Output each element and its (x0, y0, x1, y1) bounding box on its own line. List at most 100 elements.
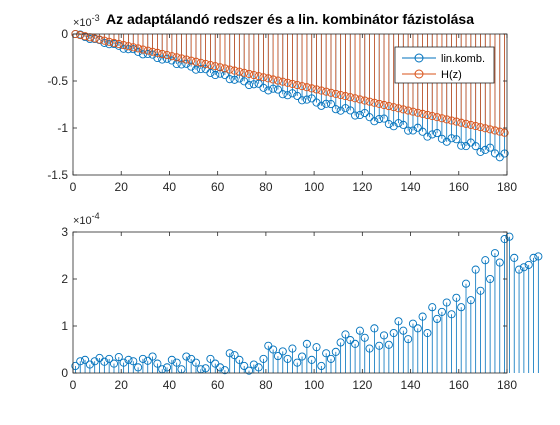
top-exponent-power: -3 (92, 13, 100, 23)
top-exponent-label: ×10-3 (73, 13, 100, 29)
top-series2-point (119, 41, 128, 50)
top-series1-point (153, 53, 162, 63)
top-series2-point (447, 116, 456, 125)
top-series2-point (351, 94, 360, 103)
bottom-series1-point (322, 349, 331, 358)
top-series2-point (326, 88, 336, 97)
bottom-series1-point (355, 326, 364, 335)
top-series2-point (167, 52, 176, 61)
top-series2-point (322, 87, 331, 96)
bottom-series1-point (273, 352, 282, 361)
top-series1-point (447, 134, 456, 143)
top-series1-point (307, 94, 316, 103)
bottom-series1-point (230, 351, 239, 360)
bottom-series1-point (278, 347, 287, 356)
bottom-series1-point (481, 256, 490, 265)
bottom-series1-point (326, 354, 336, 363)
top-series2-point (452, 117, 461, 126)
top-series2-point (370, 98, 379, 107)
top-series2-point (384, 102, 393, 111)
bottom-series1-point (302, 339, 311, 348)
top-series2-point (346, 93, 355, 102)
bottom-series1-point (71, 361, 80, 371)
bottom-series1-point (505, 232, 514, 241)
top-y-tick-label: 0 (61, 27, 68, 41)
bottom-x-tick-label: 60 (211, 378, 225, 392)
bottom-series1-point (351, 339, 360, 348)
bottom-series1-point (153, 359, 162, 368)
top-series1-point (158, 55, 167, 64)
bottom-series1-point (225, 349, 234, 358)
top-series2-point (105, 37, 114, 46)
bottom-y-tick-label: 0 (61, 366, 68, 380)
bottom-series1-point (495, 258, 504, 267)
top-series1-point (365, 113, 374, 122)
top-series1-point (302, 95, 311, 104)
top-series1-point (225, 75, 234, 84)
top-series1-point (331, 105, 340, 114)
bottom-axes-ticks: 0 20 40 60 80 100 120 140 160 180 0 1 2 3 (61, 225, 517, 392)
top-series1-point (134, 47, 143, 56)
bottom-x-tick-label: 140 (401, 378, 421, 392)
top-series2-point (471, 121, 480, 131)
top-series2-point (442, 115, 451, 124)
bottom-series1-point (201, 364, 210, 373)
bottom-series1-point (172, 358, 181, 367)
top-series2-point (355, 95, 364, 104)
top-series1-point (433, 129, 442, 138)
top-series2-point (201, 59, 210, 68)
top-series1-point (375, 114, 384, 124)
top-series2-point (307, 84, 316, 93)
top-x-tick-label: 80 (259, 180, 273, 194)
bottom-series1-point (220, 366, 229, 375)
top-series1-point (259, 83, 268, 92)
bottom-series1-point (433, 314, 442, 324)
top-series2-point (476, 123, 485, 132)
top-series2-point (225, 65, 234, 74)
top-series1-point (399, 120, 408, 129)
bottom-x-tick-label: 20 (115, 378, 129, 392)
bottom-series1-point (515, 265, 524, 274)
top-series1-point (264, 86, 273, 95)
bottom-x-tick-label: 0 (70, 378, 77, 392)
top-series2-point (457, 118, 466, 127)
legend-marker-series1 (414, 53, 424, 63)
top-series2-point (389, 103, 398, 112)
top-series1-point (298, 96, 307, 105)
top-series2-point (302, 83, 311, 92)
bottom-series1-point (437, 307, 446, 316)
bottom-series1-point (336, 338, 345, 347)
top-series1-point (124, 45, 133, 54)
top-series2-point (481, 124, 490, 133)
bottom-series1-point (490, 249, 499, 258)
bottom-series1-point (100, 357, 109, 366)
bottom-x-tick-label: 100 (304, 378, 324, 392)
top-series2-point (216, 63, 225, 72)
top-series2-point (264, 74, 273, 83)
bottom-axes-markers (71, 232, 543, 375)
bottom-series1-point (293, 358, 302, 367)
bottom-series1-point (162, 363, 172, 372)
bottom-series1-point (76, 357, 85, 366)
bottom-series1-point (317, 361, 326, 371)
top-series1-point (269, 84, 278, 93)
top-y-tick-label: -0.5 (47, 74, 68, 88)
top-series1-point (394, 119, 403, 128)
top-series1-point (490, 149, 499, 158)
top-series2-point (269, 75, 278, 84)
top-x-tick-label: 20 (115, 180, 129, 194)
bottom-series1-point (124, 355, 133, 364)
bottom-series1-point (457, 303, 466, 312)
top-axes-markers (71, 29, 509, 162)
top-x-tick-label: 120 (352, 180, 372, 194)
top-series2-point (288, 79, 297, 88)
top-series1-point (346, 106, 355, 115)
top-series1-point (408, 126, 418, 135)
bottom-axes-box (72, 231, 508, 374)
top-series2-point (76, 31, 85, 40)
top-series1-point (476, 147, 485, 156)
top-series2-point (336, 90, 345, 100)
top-series1-point (379, 114, 389, 123)
top-series2-point (490, 126, 499, 135)
